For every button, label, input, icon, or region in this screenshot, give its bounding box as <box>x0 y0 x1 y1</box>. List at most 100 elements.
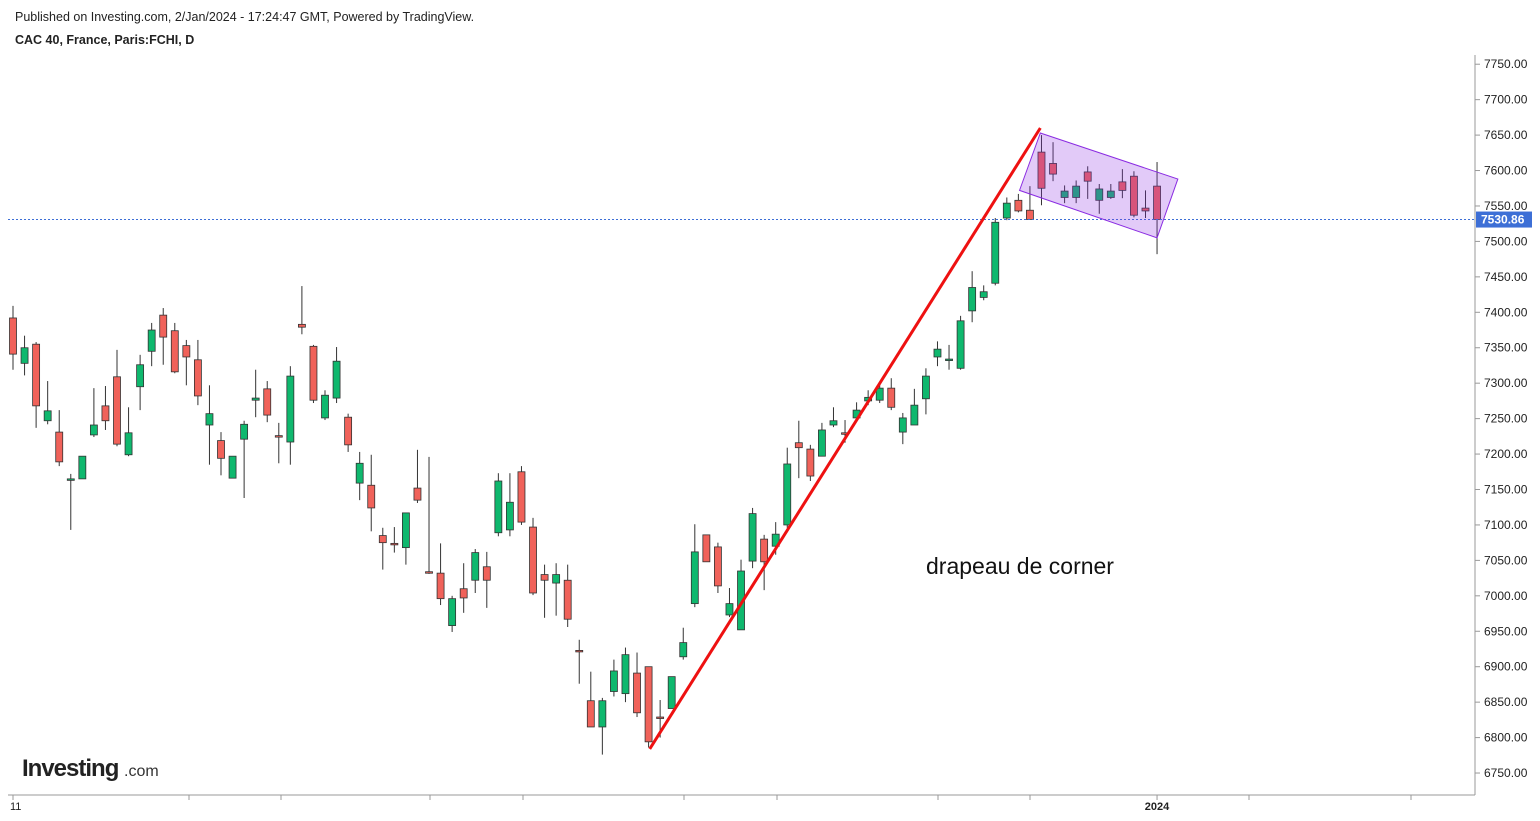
candle-body <box>621 654 630 695</box>
candle-body <box>979 291 988 298</box>
candle-body <box>321 394 329 419</box>
y-tick-label: 6850.00 <box>1484 695 1528 709</box>
candle-body <box>193 359 202 397</box>
candle-body <box>1002 202 1011 219</box>
candle-body <box>586 700 595 728</box>
candle-body <box>1083 171 1092 182</box>
candle-body <box>540 574 549 581</box>
y-tick-label: 7600.00 <box>1484 164 1528 178</box>
x-ticks <box>188 795 1412 800</box>
annotation: drapeau de corner <box>926 553 1114 579</box>
candle-body <box>898 417 907 433</box>
candle-body <box>1037 151 1046 189</box>
candle-body <box>610 670 618 692</box>
candle-body <box>956 320 965 369</box>
candle-body <box>402 512 410 549</box>
candle-body <box>1014 199 1023 212</box>
candle-body <box>355 462 364 484</box>
candle-body <box>563 579 572 620</box>
candle-body <box>78 455 87 480</box>
candle-body <box>1130 175 1138 216</box>
candle-body <box>66 478 75 481</box>
candle-body <box>656 716 665 719</box>
y-tick-label: 7050.00 <box>1484 553 1528 567</box>
candle-body <box>806 448 815 477</box>
candle-body <box>332 360 341 399</box>
candle-body <box>113 376 121 445</box>
candle-body <box>89 424 98 436</box>
x-tick-label: 11 <box>10 801 21 813</box>
y-tick-label: 7400.00 <box>1484 305 1528 319</box>
candle-body <box>667 676 676 709</box>
candle-body <box>933 348 942 358</box>
candle-body <box>147 329 156 352</box>
candle-body <box>1072 185 1081 198</box>
x-tick-label: 2024 <box>1145 801 1170 813</box>
candle-body <box>136 364 145 388</box>
candle-body <box>263 388 272 416</box>
candle-body <box>818 429 826 457</box>
logo-suffix: .com <box>124 763 159 780</box>
candle-body <box>1026 209 1034 220</box>
y-tick-label: 7350.00 <box>1484 341 1528 355</box>
y-tick-label: 7200.00 <box>1484 447 1528 461</box>
candle-body <box>1118 181 1127 191</box>
candle-body <box>529 526 537 594</box>
y-tick-label: 7150.00 <box>1484 483 1528 497</box>
candle-body <box>1049 163 1057 175</box>
candle-body <box>875 387 884 401</box>
candle-body <box>55 431 64 463</box>
published-note: Published on Investing.com, 2/Jan/2024 -… <box>15 10 474 24</box>
candle-body <box>714 546 722 587</box>
y-tick-label: 7700.00 <box>1484 93 1528 107</box>
candle-body <box>471 552 480 581</box>
candle-body <box>217 440 225 459</box>
candle-body <box>482 566 491 581</box>
candle-body <box>945 358 953 361</box>
candle-body <box>517 471 526 523</box>
candle-body <box>575 650 584 653</box>
candle-body <box>378 535 387 544</box>
candle-body <box>159 314 168 338</box>
candle-body <box>552 574 561 584</box>
candle-body <box>1060 190 1069 198</box>
y-tick-label: 7550.00 <box>1484 199 1528 213</box>
candle-body <box>702 534 711 563</box>
candle-body <box>1095 188 1104 201</box>
candle-body <box>182 345 191 358</box>
last-price-box <box>1476 211 1532 228</box>
y-tick-label: 6950.00 <box>1484 624 1528 638</box>
candle-body <box>274 435 283 438</box>
candle-body <box>297 323 306 328</box>
y-tick-label: 7100.00 <box>1484 518 1528 532</box>
candle-body <box>494 480 503 534</box>
logo-name: Investing <box>22 755 119 782</box>
candle-body <box>43 410 52 422</box>
candle-body <box>344 416 353 446</box>
y-tick-label: 7000.00 <box>1484 589 1528 603</box>
y-tick-label: 7650.00 <box>1484 128 1528 142</box>
candle-body <box>679 642 688 658</box>
last-price-label: 7530.86 <box>1481 213 1525 227</box>
y-tick-label: 7250.00 <box>1484 412 1528 426</box>
candle-body <box>240 423 249 440</box>
candle-body <box>228 455 237 479</box>
candle-body <box>887 387 896 408</box>
candle-body <box>506 501 514 531</box>
candle-body <box>598 700 607 728</box>
candle-body <box>367 484 376 509</box>
candle-body <box>390 542 399 546</box>
chart-title: CAC 40, France, Paris:FCHI, D <box>15 33 194 47</box>
candle-body <box>690 551 699 605</box>
candle-body <box>286 375 295 443</box>
candle-body <box>20 347 29 364</box>
candle-body <box>1141 207 1150 212</box>
candle-body <box>991 221 1000 284</box>
candle-body <box>910 404 919 426</box>
candle-body <box>760 538 769 563</box>
y-tick-label: 7300.00 <box>1484 376 1528 390</box>
candle-body <box>309 345 318 401</box>
candle-body <box>783 463 792 526</box>
candle-body <box>413 487 422 501</box>
